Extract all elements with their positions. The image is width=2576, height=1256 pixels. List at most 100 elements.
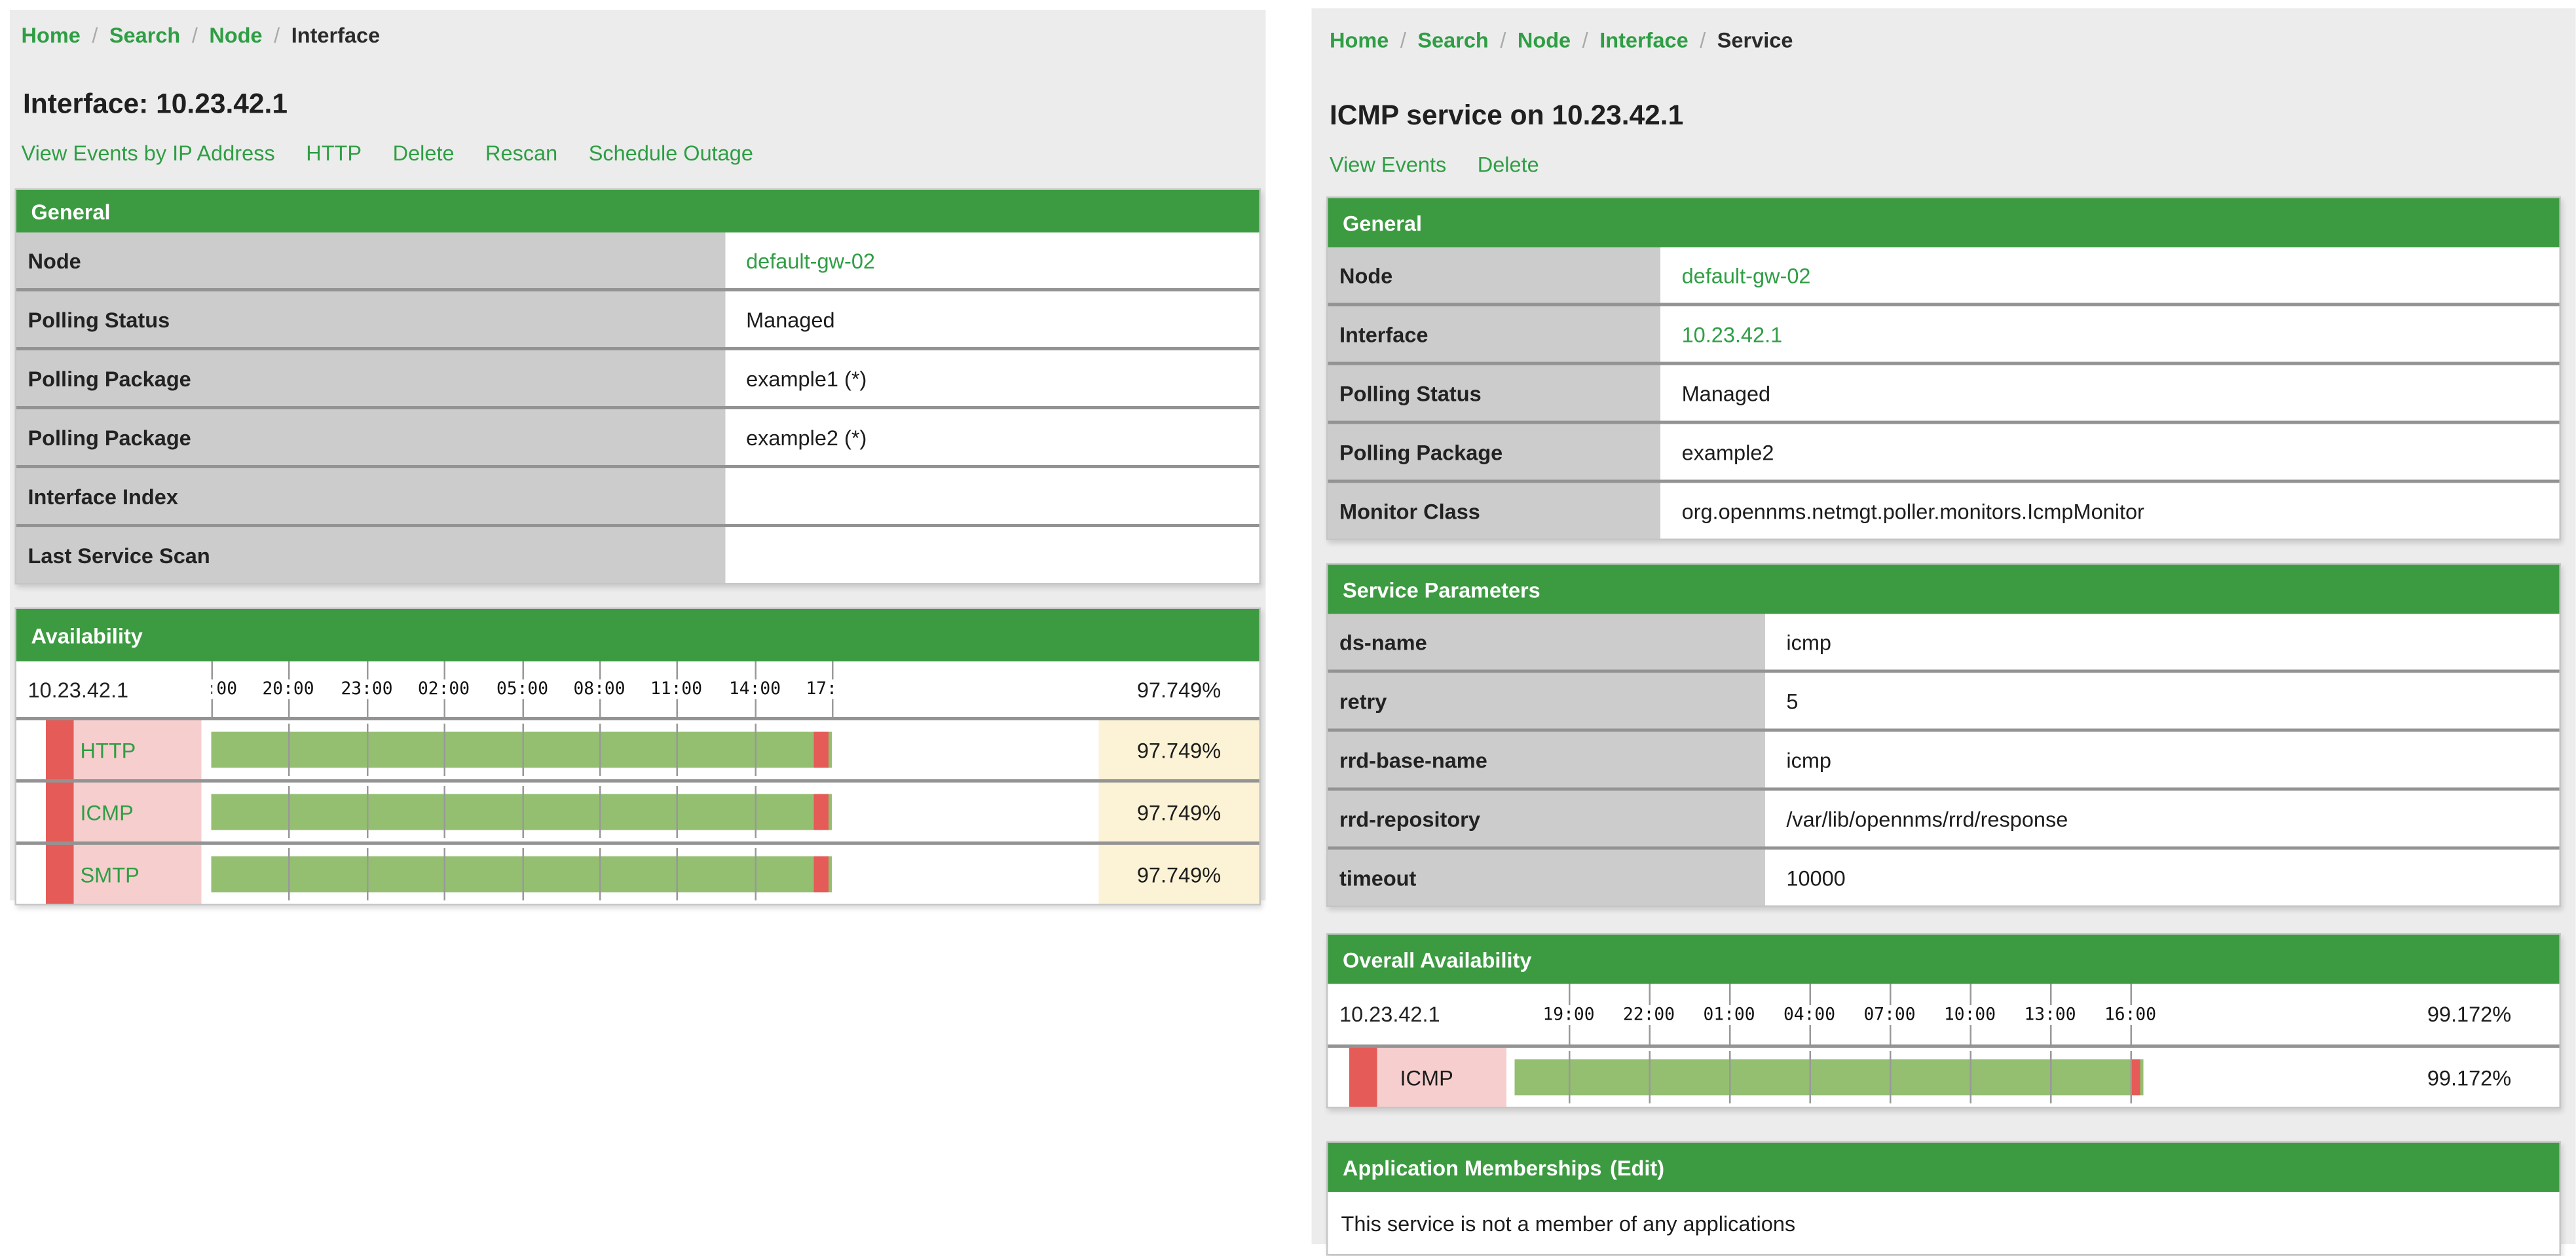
availability-row: ICMP 99.172% bbox=[1328, 1044, 2560, 1107]
grid-tick bbox=[522, 786, 524, 838]
row-label: Polling Package bbox=[16, 409, 725, 465]
service-label-smtp[interactable]: SMTP bbox=[73, 845, 202, 904]
row-value[interactable]: 10.23.42.1 bbox=[1681, 322, 1783, 346]
percent-cell: 99.172% bbox=[2427, 1065, 2512, 1090]
grid-tick bbox=[1649, 1051, 1651, 1103]
grid-tick bbox=[676, 786, 678, 838]
outage-sliver bbox=[2132, 1059, 2140, 1096]
service-label-icmp: ICMP bbox=[1377, 1048, 1506, 1107]
row-value: example2 (*) bbox=[746, 424, 867, 450]
row-value: org.opennms.netmgt.poller.monitors.IcmpM… bbox=[1681, 498, 2144, 523]
table-row: Interface Index bbox=[16, 465, 1260, 524]
row-label: Polling Status bbox=[16, 291, 725, 347]
axis-tick-label: 22:00 bbox=[1619, 1004, 1679, 1024]
application-memberships-table: Application Memberships (Edit) This serv… bbox=[1326, 1141, 2561, 1256]
axis-tick-label: 10:00 bbox=[1940, 1004, 2000, 1024]
row-label: Last Service Scan bbox=[16, 527, 725, 583]
axis-tick-label: 17:00 bbox=[802, 679, 834, 699]
action-link-delete[interactable]: Delete bbox=[392, 141, 455, 166]
row-label: timeout bbox=[1328, 849, 1765, 906]
row-label: ds-name bbox=[1328, 614, 1765, 670]
percent-cell: 97.749% bbox=[1098, 845, 1260, 904]
row-value: Managed bbox=[1681, 380, 1771, 405]
outage-indicator-stripe bbox=[1349, 1048, 1377, 1107]
availability-bar-cell bbox=[202, 783, 1099, 841]
breadcrumb: Home / Search / Node / Interface bbox=[10, 23, 1266, 49]
row-label: Polling Package bbox=[16, 350, 725, 406]
table-header-label: Application Memberships bbox=[1343, 1154, 1602, 1180]
action-links: View Events by IP Address HTTP Delete Resca… bbox=[22, 141, 1266, 167]
grid-tick bbox=[443, 786, 445, 838]
breadcrumb-separator: / bbox=[92, 23, 98, 48]
action-link-delete[interactable]: Delete bbox=[1477, 152, 1539, 177]
availability-bar bbox=[211, 794, 832, 830]
row-value: /var/lib/opennms/rrd/response bbox=[1786, 806, 2068, 831]
action-link-view-events-by-ip-address[interactable]: View Events by IP Address bbox=[21, 141, 275, 166]
row-value: example1 (*) bbox=[746, 365, 867, 391]
grid-tick bbox=[522, 848, 524, 900]
row-value bbox=[725, 527, 1260, 583]
axis-tick-label: 01:00 bbox=[1700, 1004, 1759, 1024]
grid-tick bbox=[288, 786, 290, 838]
grid-tick bbox=[676, 848, 678, 900]
table-row: Last Service Scan bbox=[16, 524, 1260, 583]
breadcrumb: Home / Search / Node / Interface / Service bbox=[1312, 28, 2576, 54]
row-value: Managed bbox=[746, 306, 835, 332]
availability-bar bbox=[211, 856, 832, 893]
breadcrumb-item-home[interactable]: Home bbox=[21, 23, 81, 48]
axis-tick-label: 14:00 bbox=[725, 679, 785, 699]
grid-tick bbox=[1729, 1051, 1731, 1103]
grid-tick bbox=[676, 724, 678, 776]
grid-tick bbox=[1809, 1051, 1811, 1103]
overall-percent: 99.172% bbox=[2427, 1002, 2512, 1027]
outage-indicator-stripe bbox=[46, 845, 74, 904]
table-header: Service Parameters bbox=[1328, 564, 2560, 614]
grid-tick bbox=[599, 724, 601, 776]
page-title: ICMP service on 10.23.42.1 bbox=[1330, 100, 1684, 132]
availability-row: ICMP 97.749% bbox=[16, 779, 1260, 841]
table-header: Overall Availability bbox=[1328, 934, 2560, 984]
table-header: Availability bbox=[16, 609, 1260, 661]
axis-tick-label: 17:00 bbox=[211, 679, 241, 699]
table-row: Monitor Class org.opennms.netmgt.poller.m… bbox=[1328, 479, 2560, 539]
breadcrumb-item-search[interactable]: Search bbox=[1417, 28, 1489, 53]
row-value[interactable]: default-gw-02 bbox=[1681, 263, 1811, 287]
availability-bar-cell bbox=[1506, 1048, 2380, 1107]
general-table: General Node default-gw-02 Interface 10.23.4… bbox=[1326, 196, 2561, 540]
row-value: example2 bbox=[1681, 439, 1774, 464]
service-page-panel: Home / Search / Node / Interface / Service ICMP … bbox=[1311, 8, 2576, 1256]
percent-cell: 97.749% bbox=[1098, 783, 1260, 841]
action-link-schedule-outage[interactable]: Schedule Outage bbox=[588, 141, 753, 166]
table-row: Node default-gw-02 bbox=[16, 232, 1260, 288]
service-parameters-table: Service Parameters ds-name icmp retry 5 rrd-b… bbox=[1326, 563, 2561, 907]
action-link-view-events[interactable]: View Events bbox=[1330, 152, 1447, 177]
breadcrumb-item-interface[interactable]: Interface bbox=[1599, 28, 1689, 53]
axis-tick-label: 23:00 bbox=[337, 679, 396, 699]
breadcrumb-separator: / bbox=[1582, 28, 1588, 53]
breadcrumb-item-search[interactable]: Search bbox=[109, 23, 181, 48]
row-value[interactable]: default-gw-02 bbox=[746, 248, 876, 273]
row-label: Node bbox=[16, 232, 725, 288]
grid-tick bbox=[599, 786, 601, 838]
grid-tick bbox=[367, 848, 369, 900]
availability-axis-row: 10.23.42.1 17:00 20:00 23:00 02:00 05:00 08:00… bbox=[16, 661, 1260, 717]
grid-tick bbox=[755, 724, 756, 776]
axis-tick-label: 02:00 bbox=[414, 679, 474, 699]
grid-tick bbox=[1890, 1051, 1892, 1103]
grid-tick bbox=[443, 848, 445, 900]
grid-tick bbox=[755, 848, 756, 900]
action-link-rescan[interactable]: Rescan bbox=[485, 141, 558, 166]
ip-label: 10.23.42.1 bbox=[28, 676, 129, 702]
row-lead-cell bbox=[16, 720, 46, 779]
action-link-http[interactable]: HTTP bbox=[306, 141, 362, 166]
edit-applications-link[interactable]: (Edit) bbox=[1610, 1154, 1665, 1180]
breadcrumb-item-node[interactable]: Node bbox=[209, 23, 263, 48]
breadcrumb-item-node[interactable]: Node bbox=[1517, 28, 1571, 53]
breadcrumb-item-home[interactable]: Home bbox=[1330, 28, 1389, 53]
availability-bar-cell bbox=[202, 720, 1099, 779]
service-label-icmp[interactable]: ICMP bbox=[73, 783, 202, 841]
overall-percent: 97.749% bbox=[1136, 676, 1222, 702]
service-label-http[interactable]: HTTP bbox=[73, 720, 202, 779]
table-row: rrd-repository/var/lib/opennms/rrd/respo… bbox=[1328, 787, 2560, 847]
breadcrumb-item-service: Service bbox=[1717, 28, 1793, 53]
